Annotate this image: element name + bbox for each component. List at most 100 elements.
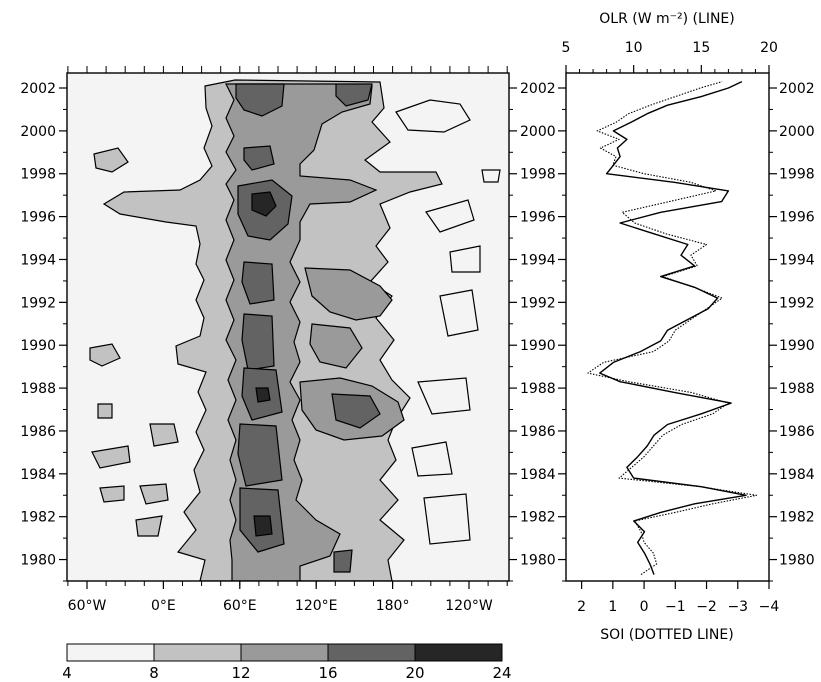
olr-axis-label: OLR (W m⁻²) (LINE): [599, 11, 734, 27]
olr-tick-label: 15: [692, 40, 710, 56]
band-lt8-hole: [439, 289, 479, 337]
line-y-tick-label: 1986: [779, 424, 815, 440]
band-lt8-hole: [425, 199, 475, 233]
y-tick-label: 1980: [20, 553, 56, 569]
y-tick-label: 1992: [20, 295, 56, 311]
colorbar-swatch: [327, 643, 416, 662]
colorbar-label: 12: [231, 664, 250, 682]
contour-bands: [89, 79, 501, 581]
band-8-12-island: [91, 445, 131, 469]
x-tick-label: 120°E: [295, 598, 338, 614]
olr-tick-label: 10: [625, 40, 643, 56]
line-y-tick-label: 1998: [779, 167, 815, 183]
x-tick-label: 180°: [376, 598, 410, 614]
heatmap-y-ticks-right: 1980 1982 1984 1986 1988 1990 1992 1994 1996 1998…: [509, 81, 556, 582]
y-tick-label: 1998: [520, 167, 556, 183]
soi-axis-ticks: 2 1 0 −1 −2 −3 −4: [577, 581, 779, 615]
band-8-12-island: [135, 515, 163, 537]
band-20-24: [253, 515, 273, 537]
band-8-12-island: [99, 485, 125, 503]
y-tick-label: 1998: [20, 167, 56, 183]
x-tick-label: 120°W: [445, 598, 493, 614]
line-panel-frame: [565, 72, 770, 582]
band-lt8-hole: [395, 99, 471, 133]
line-y-tick-label: 1996: [779, 210, 815, 226]
band-8-12-island: [139, 483, 169, 505]
x-tick-label: 0°E: [151, 598, 176, 614]
band-12-16-lobe: [309, 323, 363, 369]
hovmoller-heatmap: 1980 1982 1984 1986 1988 1990 1992 1994 1996 1998…: [20, 66, 556, 614]
band-lt8-hole: [423, 493, 471, 545]
soi-tick-label: 1: [608, 599, 617, 615]
band-16-20: [243, 145, 275, 171]
band-16-20: [235, 83, 285, 117]
y-tick-label: 2000: [20, 124, 56, 140]
band-lt8-hole: [481, 169, 501, 183]
line-y-tick-label: 1988: [779, 381, 815, 397]
colorbar-swatch: [240, 643, 329, 662]
y-tick-label: 1994: [520, 252, 556, 268]
colorbar-label: 24: [492, 664, 511, 682]
y-tick-label: 1982: [20, 510, 56, 526]
olr-soi-line-chart: 5 10 15 20 2 1 0 −1 −2 −3 −4 19801982198419861988…: [558, 11, 815, 643]
band-16-20: [241, 261, 275, 305]
olr-axis-ticks: 5 10 15 20: [562, 40, 778, 73]
colorbar-swatch: [414, 643, 503, 662]
y-tick-label: 1988: [520, 381, 556, 397]
y-tick-label: 2000: [520, 124, 556, 140]
y-tick-label: 1982: [520, 510, 556, 526]
y-tick-label: 1980: [520, 553, 556, 569]
y-tick-label: 1986: [520, 424, 556, 440]
line-panel-y-ticks: 1980 1982 1984 1986 1988 1990 1992 1994 1996 1998…: [558, 81, 815, 582]
line-y-tick-label: 1980: [779, 553, 815, 569]
band-lt8-hole: [417, 377, 471, 415]
y-tick-label: 1992: [520, 295, 556, 311]
line-y-tick-label: 1990: [779, 338, 815, 354]
y-tick-label: 1996: [520, 210, 556, 226]
soi-tick-label: −3: [727, 599, 748, 615]
band-lt8-hole: [449, 245, 481, 273]
soi-tick-label: −2: [696, 599, 717, 615]
band-16-20: [237, 423, 283, 487]
band-16-20: [335, 83, 373, 107]
y-tick-label: 1984: [520, 467, 556, 483]
band-8-12-island: [89, 343, 121, 367]
line-y-tick-label: 2000: [779, 124, 815, 140]
colorbar-label: 20: [405, 664, 424, 682]
olr-tick-label: 5: [562, 40, 571, 56]
soi-dotted-series: [587, 81, 758, 576]
heatmap-x-ticks: 60°W 0°E 60°E 120°E 180° 120°W: [67, 66, 508, 614]
line-y-tick-label: 1984: [779, 467, 815, 483]
colorbar-label: 8: [149, 664, 159, 682]
soi-axis-label: SOI (DOTTED LINE): [600, 627, 733, 643]
band-16-20: [333, 549, 353, 573]
soi-tick-label: 2: [577, 599, 586, 615]
band-20-24: [251, 191, 277, 217]
x-tick-label: 60°E: [223, 598, 257, 614]
band-8-12-island: [93, 147, 129, 173]
x-tick-label: 60°W: [68, 598, 107, 614]
soi-tick-label: −4: [759, 599, 780, 615]
olr-line-series: [599, 80, 747, 575]
colorbar-swatch: [66, 643, 155, 662]
band-16-20: [241, 313, 275, 371]
band-8-12-island: [149, 423, 179, 447]
band-lt8-hole: [411, 441, 453, 477]
colorbar-label: 16: [318, 664, 337, 682]
olr-tick-label: 20: [760, 40, 778, 56]
y-tick-label: 2002: [520, 81, 556, 97]
heatmap-frame: [66, 72, 510, 582]
y-tick-label: 1990: [520, 338, 556, 354]
y-tick-label: 1994: [20, 252, 56, 268]
colorbar: 4 8 12 16 20 24: [62, 643, 512, 682]
band-16-20: [331, 393, 381, 429]
line-series: [587, 80, 758, 576]
y-tick-label: 1990: [20, 338, 56, 354]
y-tick-label: 1984: [20, 467, 56, 483]
colorbar-swatch: [153, 643, 242, 662]
soi-tick-label: 0: [640, 599, 649, 615]
band-8-12-island: [97, 403, 113, 419]
soi-tick-label: −1: [665, 599, 686, 615]
band-20-24: [255, 387, 271, 403]
